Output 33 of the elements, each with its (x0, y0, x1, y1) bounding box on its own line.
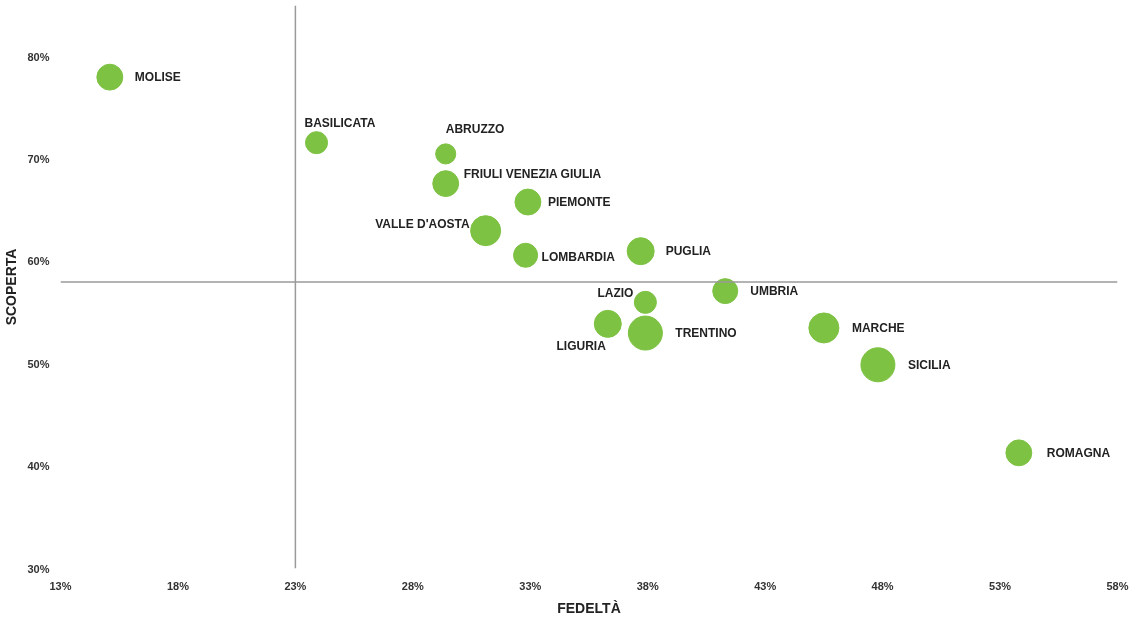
y-tick-label: 30% (27, 562, 50, 575)
x-tick-label: 28% (401, 579, 425, 592)
annotation: ABRUZZO (445, 121, 505, 136)
annotation: PIEMONTE (547, 195, 611, 210)
y-tick-label: 40% (27, 460, 50, 473)
annotation: ROMAGNA (1046, 445, 1111, 460)
y-tick-label: 60% (27, 255, 50, 268)
x-tick-label: 43% (754, 579, 777, 592)
x-tick-label: 33% (519, 579, 542, 592)
annotation: LOMBARDIA (541, 250, 616, 265)
annotation: UMBRIA (750, 284, 799, 299)
annotation: MOLISE (134, 70, 181, 85)
x-tick-label: 23% (284, 579, 307, 592)
y-tick-label: 50% (27, 357, 50, 370)
x-tick-label: 53% (989, 579, 1012, 592)
x-axis-title: FEDELTÀ (557, 599, 621, 616)
x-tick-label: 13% (49, 579, 72, 592)
y-axis-title: SCOPERTA (3, 248, 20, 326)
y-tick-label: 70% (27, 153, 50, 166)
annotation: PUGLIA (665, 244, 712, 259)
x-tick-label: 48% (871, 579, 894, 592)
annotation: LAZIO (597, 286, 634, 301)
annotation: LIGURIA (556, 338, 607, 353)
y-tick-label: 80% (27, 50, 50, 63)
annotation: BASILICATA (304, 115, 376, 130)
annotation: FRIULI VENEZIA GIULIA (463, 166, 602, 181)
annotation: TRENTINO (675, 326, 737, 341)
x-tick-label: 58% (1106, 579, 1129, 592)
annotation: VALLE D'AOSTA (375, 216, 470, 231)
x-tick-label: 18% (166, 579, 190, 592)
annotation: SICILIA (907, 357, 951, 372)
x-tick-label: 38% (636, 579, 659, 592)
annotation: MARCHE (851, 320, 905, 335)
